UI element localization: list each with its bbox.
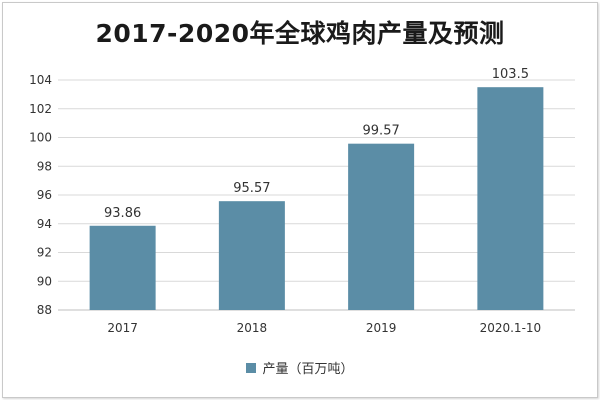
- chart-title: 2017-2020年全球鸡肉产量及预测: [95, 19, 505, 48]
- x-tick-label: 2018: [237, 321, 268, 335]
- bar: [348, 143, 415, 310]
- y-tick-label: 96: [37, 188, 52, 202]
- legend-swatch: [246, 362, 257, 373]
- data-label: 99.57: [363, 124, 400, 139]
- bar: [477, 87, 544, 310]
- x-axis-tick-labels: 2017 2018 2019 2020.1-10: [107, 321, 541, 335]
- data-label: 93.86: [104, 206, 141, 221]
- legend-label: 产量（百万吨）: [262, 362, 354, 377]
- y-tick-label: 98: [37, 159, 52, 173]
- data-labels: 93.86 95.57 99.57 103.5: [104, 67, 529, 221]
- bars: [89, 87, 544, 310]
- legend: 产量（百万吨）: [0, 358, 600, 377]
- x-tick-label: 2020.1-10: [480, 321, 542, 335]
- data-label: 95.57: [233, 181, 270, 196]
- y-axis-tick-labels: 88 90 92 94 96 98 100 102 104: [29, 73, 52, 317]
- x-tick-label: 2019: [366, 321, 397, 335]
- y-tick-label: 102: [29, 102, 52, 116]
- bar: [218, 201, 285, 310]
- bar: [89, 225, 156, 310]
- y-tick-label: 100: [29, 131, 52, 145]
- x-tick-label: 2017: [107, 321, 138, 335]
- y-tick-label: 88: [37, 303, 52, 317]
- y-tick-label: 90: [37, 274, 52, 288]
- data-label: 103.5: [492, 67, 529, 82]
- y-tick-label: 94: [37, 217, 52, 231]
- y-tick-label: 104: [29, 73, 52, 87]
- y-tick-label: 92: [37, 246, 52, 260]
